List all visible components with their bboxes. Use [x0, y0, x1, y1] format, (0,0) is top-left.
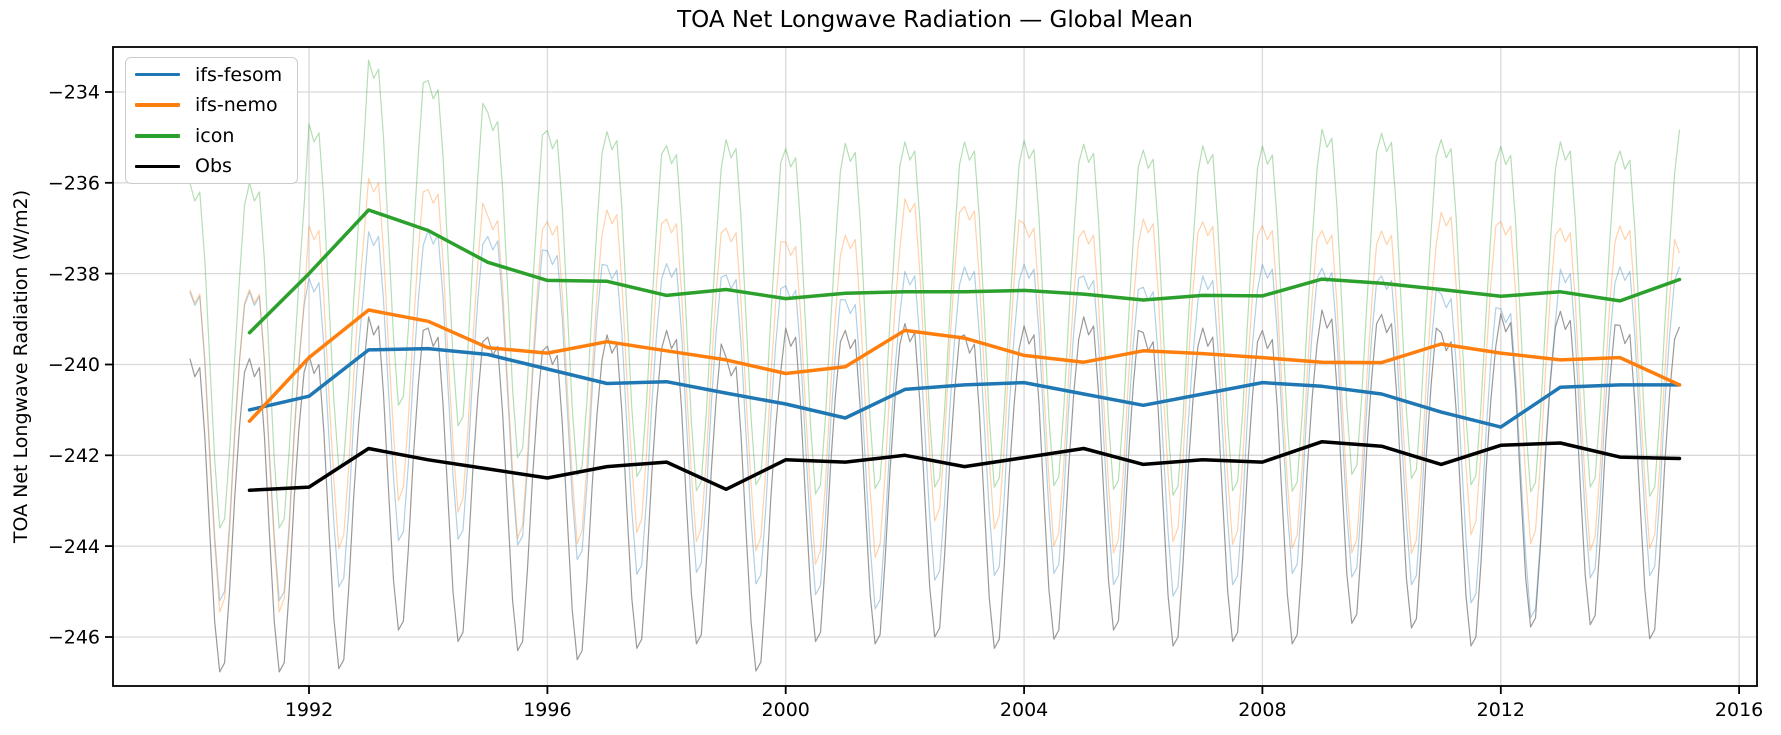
legend-label-icon: icon	[195, 124, 235, 147]
legend-label-ifs-nemo: ifs-nemo	[195, 94, 278, 117]
y-tick-label--246: −246	[48, 627, 100, 649]
legend-item-obs: Obs	[126, 152, 297, 180]
annual-line-icon	[247, 208, 1682, 335]
axes-frame-layer	[112, 46, 1758, 687]
y-tick-label--238: −238	[48, 263, 100, 285]
x-tick-label-1992: 1992	[285, 699, 333, 721]
y-tick-label--244: −244	[48, 536, 100, 558]
legend-item-ifs-fesom: ifs-fesom	[126, 61, 297, 89]
x-tick-label-2008: 2008	[1238, 699, 1286, 721]
y-tick-label--242: −242	[48, 445, 100, 467]
y-tick-label--234: −234	[48, 82, 100, 104]
legend-item-icon: icon	[126, 122, 297, 150]
legend-swatch-ifs-nemo	[135, 103, 180, 107]
legend-label-ifs-fesom: ifs-fesom	[195, 63, 283, 86]
monthly-line-icon	[189, 59, 1681, 529]
chart-title: TOA Net Longwave Radiation — Global Mean	[677, 7, 1193, 33]
annual-line-ifs-fesom	[247, 346, 1682, 429]
tick-layer: 1992 1996 2000 2004 2008 2012 2016 −234 −236 −238…	[48, 82, 1763, 721]
monthly-line-ifs-nemo	[189, 177, 1681, 613]
y-tick-label--240: −240	[48, 354, 100, 376]
x-tick-label-2000: 2000	[762, 699, 810, 721]
monthly-lines-layer	[189, 59, 1681, 673]
legend-swatch-icon	[135, 134, 180, 138]
legend-swatch-obs	[135, 164, 180, 169]
annual-mean-lines-layer	[247, 208, 1682, 493]
legend: ifs-fesom ifs-nemo icon Obs	[125, 57, 298, 184]
x-tick-label-2012: 2012	[1477, 699, 1525, 721]
x-tick-label-2016: 2016	[1715, 699, 1763, 721]
legend-swatch-ifs-fesom	[135, 72, 180, 77]
monthly-line-obs	[189, 309, 1681, 673]
y-axis-label: TOA Net Longwave Radiation (W/m2)	[10, 189, 32, 544]
y-tick-label--236: −236	[48, 172, 100, 194]
annual-line-ifs-nemo	[247, 308, 1682, 423]
grid-layer	[113, 47, 1757, 686]
legend-item-ifs-nemo: ifs-nemo	[126, 91, 297, 119]
annual-line-obs	[247, 439, 1682, 493]
axes-frame	[112, 46, 1758, 687]
x-tick-label-1996: 1996	[523, 699, 571, 721]
x-tick-label-2004: 2004	[1000, 699, 1048, 721]
legend-label-obs: Obs	[195, 155, 232, 178]
